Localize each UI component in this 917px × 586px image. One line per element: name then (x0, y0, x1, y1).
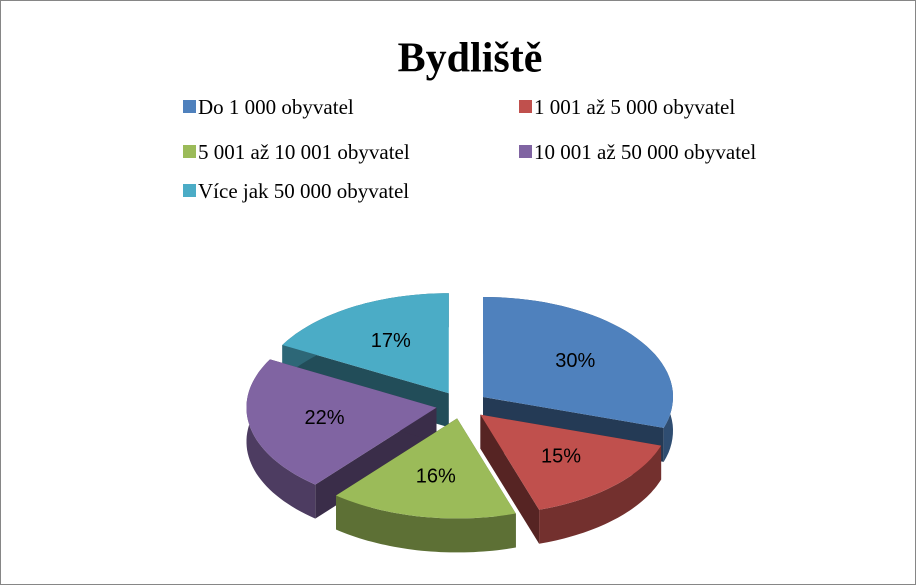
slice-top (483, 297, 673, 428)
legend-swatch (519, 145, 532, 158)
data-label: 22% (304, 407, 344, 429)
legend-label: 10 001 až 50 000 obyvatel (534, 140, 756, 164)
data-label: 17% (371, 330, 411, 352)
legend-swatch (519, 100, 532, 113)
data-label: 15% (541, 445, 581, 467)
chart-title: Bydliště (398, 36, 543, 82)
legend-label: 1 001 až 5 000 obyvatel (534, 95, 735, 119)
slice-face (480, 414, 540, 544)
legend-swatch (183, 184, 196, 197)
slice-top (480, 414, 662, 510)
legend-label: 5 001 až 10 001 obyvatel (198, 140, 410, 164)
legend-label: Do 1 000 obyvatel (198, 95, 354, 119)
slice: 22% (246, 359, 437, 519)
data-label: 30% (555, 350, 595, 372)
slice-side (539, 445, 662, 544)
data-label: 16% (416, 466, 456, 488)
slice: 15% (480, 414, 662, 544)
legend-swatch (183, 100, 196, 113)
slice-top (282, 293, 449, 394)
slice-top (246, 359, 437, 485)
slice: 16% (336, 418, 516, 553)
slice-side (336, 495, 516, 553)
slice-top (336, 418, 516, 519)
legend-label: Více jak 50 000 obyvatel (198, 179, 409, 203)
legend-swatch (183, 145, 196, 158)
